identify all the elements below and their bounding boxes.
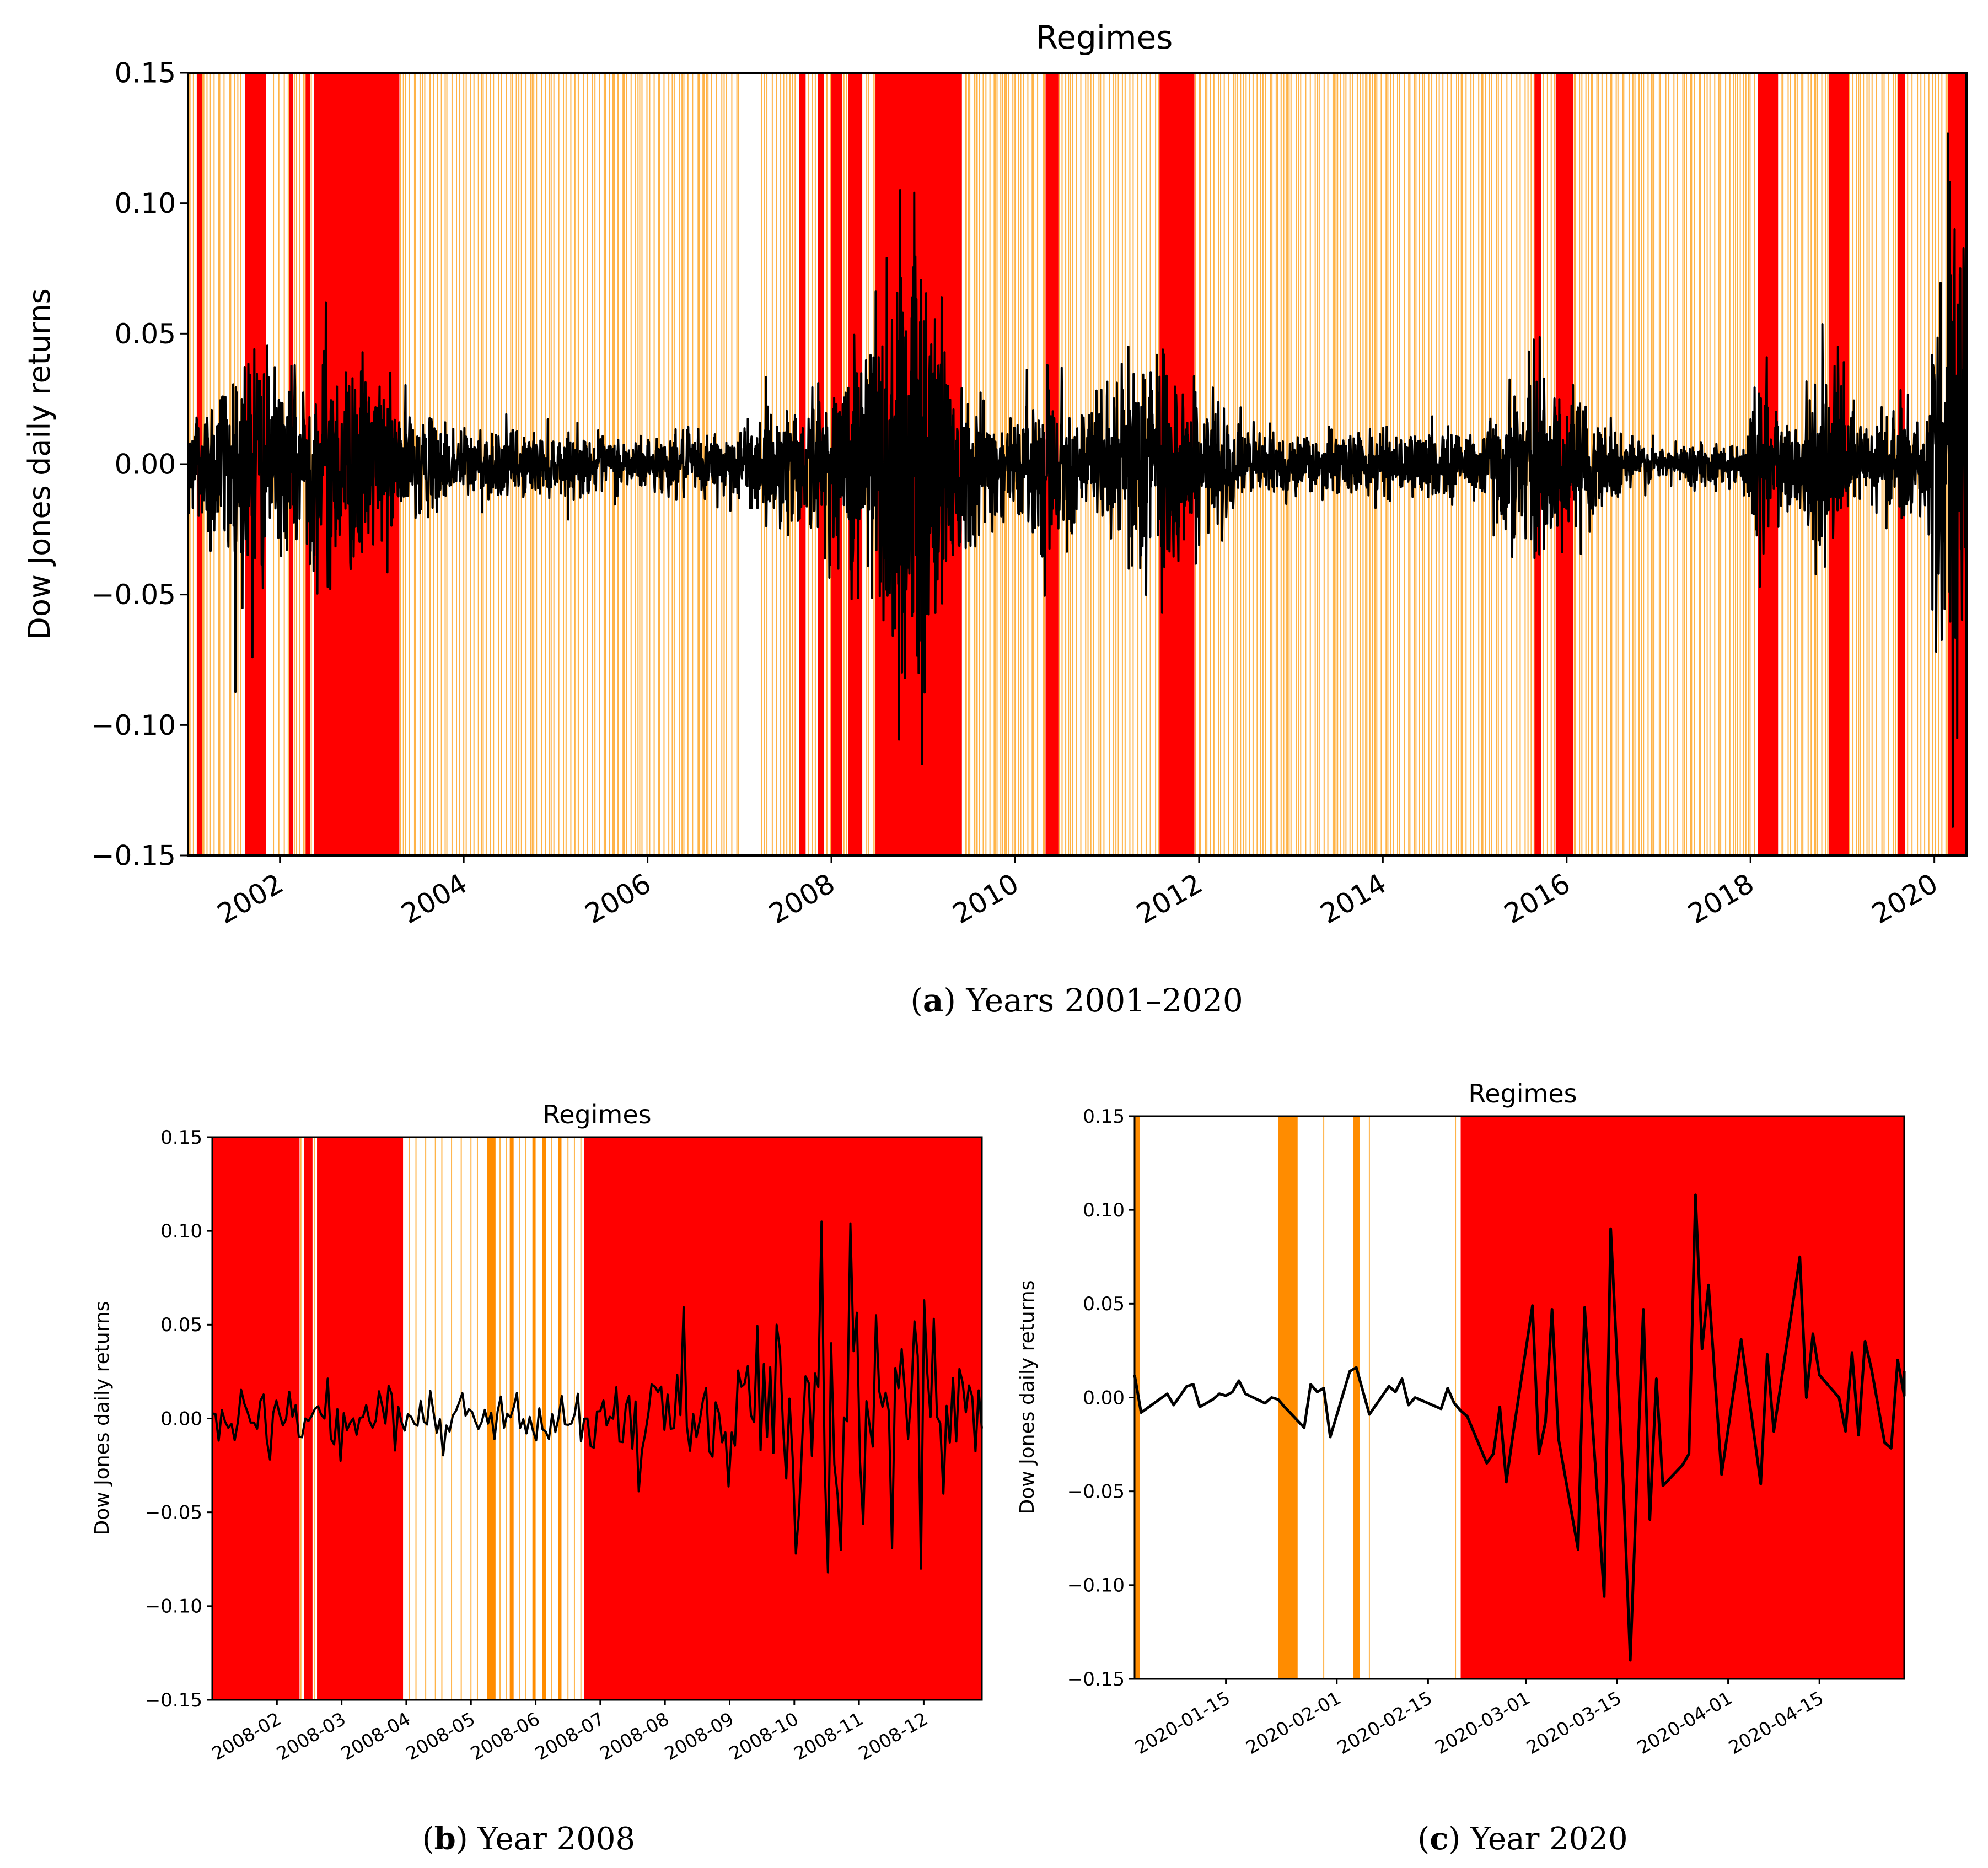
regime-orange-band [1353, 1116, 1360, 1679]
regime-orange-band [532, 1137, 536, 1700]
x-tick-label: 2014 [1315, 868, 1391, 930]
panel-a-title: Regimes [1036, 19, 1173, 56]
panel-c-caption-text: Year 2020 [1470, 1821, 1628, 1857]
panel-b-y-label: Dow Jones daily returns [91, 1301, 114, 1536]
y-tick-label: 0.00 [115, 449, 176, 481]
x-tick-label: 2020-04-15 [1725, 1687, 1828, 1759]
x-tick-label: 2010 [947, 868, 1024, 930]
panel-b-plot-area [212, 1137, 983, 1700]
y-tick-label: 0.10 [1083, 1199, 1125, 1221]
y-tick-label: 0.10 [160, 1220, 202, 1242]
panel-c: Regimes 0.150.100.050.00−0.05−0.10−0.15 … [1016, 1079, 1906, 1857]
panel-a-y-label: Dow Jones daily returns [22, 288, 57, 639]
panel-a-caption-letter: a [923, 982, 944, 1019]
panel-c-y-axis: 0.15 0.10 0.05 0.00 −0.05 −0.10 −0.15 [1067, 1106, 1135, 1691]
x-tick-label: 2012 [1131, 868, 1208, 930]
x-tick-label: 2008-12 [855, 1708, 932, 1765]
panel-a: Regimes 0.150.100.050.00−0.05−0.10−0.15 … [22, 19, 1968, 1019]
x-tick-label: 2008-09 [661, 1708, 738, 1765]
y-tick-label: 0.10 [115, 187, 176, 219]
x-tick-label: 2008-05 [402, 1708, 479, 1765]
panel-c-y-label: Dow Jones daily returns [1016, 1280, 1039, 1515]
panel-a-x-axis: 2002 2004 2006 2008 2010 2012 2014 2016 2018 2020 [212, 855, 1943, 930]
x-tick-label: 2006 [579, 868, 656, 930]
regime-red-band [1460, 1116, 1904, 1679]
panel-b-title: Regimes [542, 1100, 651, 1129]
y-tick-label: −0.15 [1067, 1668, 1125, 1691]
panel-b-y-axis: 0.15 0.10 0.05 0.00 −0.05 −0.10 −0.15 [145, 1127, 212, 1711]
y-tick-label: −0.10 [92, 709, 176, 741]
regime-orange-band [509, 1137, 514, 1700]
panel-b-caption-text: Year 2008 [477, 1821, 635, 1857]
x-tick-label: 2004 [396, 868, 472, 930]
x-tick-label: 2018 [1683, 868, 1759, 930]
x-tick-label: 2008-04 [337, 1708, 414, 1765]
regime-orange-band [558, 1137, 562, 1700]
panel-c-caption-letter: c [1430, 1821, 1448, 1857]
x-tick-label: 2020 [1866, 868, 1943, 930]
y-tick-label: −0.05 [145, 1502, 202, 1524]
returns-line [187, 132, 1968, 828]
y-tick-label: 0.05 [1083, 1293, 1125, 1315]
x-tick-label: 2008-08 [596, 1708, 673, 1765]
panel-c-x-axis: 2020-01-15 2020-02-012020-02-152020-03-01… [1131, 1679, 1827, 1758]
y-tick-label: −0.15 [145, 1689, 202, 1711]
x-tick-label: 2008-07 [531, 1708, 608, 1765]
x-tick-label: 2020-04-01 [1634, 1687, 1736, 1759]
y-tick-label: −0.15 [92, 840, 176, 872]
y-tick-label: 0.05 [160, 1314, 202, 1336]
x-tick-label: 2020-02-01 [1242, 1687, 1345, 1759]
x-tick-label: 2008-06 [467, 1708, 544, 1765]
panel-b: Regimes 0.150.100.050.00−0.05−0.10−0.15 … [91, 1100, 983, 1857]
panel-a-y-axis: 0.15 0.10 0.05 0.00 −0.05 −0.10 −0.15 [92, 57, 188, 872]
panel-c-plot-area [1133, 1116, 1906, 1679]
x-tick-label: 2008-03 [273, 1708, 350, 1765]
panel-c-caption: (c) Year 2020 [1417, 1821, 1627, 1857]
y-tick-label: −0.05 [92, 579, 176, 611]
regime-orange-band [1278, 1116, 1298, 1679]
returns-line [1133, 1193, 1906, 1662]
x-tick-label: 2008-10 [726, 1708, 802, 1765]
y-tick-label: 0.00 [1083, 1387, 1125, 1409]
x-tick-label: 2020-01-15 [1131, 1687, 1234, 1759]
regime-red-band [304, 1137, 313, 1700]
regime-orange-band [542, 1137, 546, 1700]
x-tick-label: 2020-03-01 [1431, 1687, 1534, 1759]
panel-b-caption-letter: b [434, 1821, 456, 1857]
panel-b-caption: (b) Year 2008 [422, 1821, 635, 1857]
x-tick-label: 2008-11 [790, 1708, 867, 1765]
x-tick-label: 2016 [1499, 868, 1576, 930]
y-tick-label: 0.15 [115, 57, 176, 89]
panel-b-x-axis: 2008-022008-032008-042008-052008-062008-… [208, 1700, 931, 1764]
y-tick-label: 0.15 [160, 1127, 202, 1149]
panel-c-title: Regimes [1468, 1079, 1577, 1108]
y-tick-label: −0.10 [1067, 1575, 1125, 1597]
y-tick-label: −0.05 [1067, 1481, 1125, 1503]
y-tick-label: 0.00 [160, 1408, 202, 1430]
y-tick-label: −0.10 [145, 1596, 202, 1618]
x-tick-label: 2020-02-15 [1334, 1687, 1436, 1759]
x-tick-label: 2002 [212, 868, 289, 930]
x-tick-label: 2008 [764, 868, 840, 930]
y-tick-label: 0.15 [1083, 1106, 1125, 1128]
panel-a-caption: (a) Years 2001–2020 [910, 982, 1243, 1019]
x-tick-label: 2008-02 [208, 1708, 284, 1765]
returns-line [212, 1220, 983, 1574]
x-tick-label: 2020-03-15 [1523, 1687, 1625, 1759]
panel-a-plot-area [187, 73, 1968, 855]
y-tick-label: 0.05 [115, 318, 176, 350]
panel-a-caption-text: Years 2001–2020 [966, 982, 1243, 1019]
